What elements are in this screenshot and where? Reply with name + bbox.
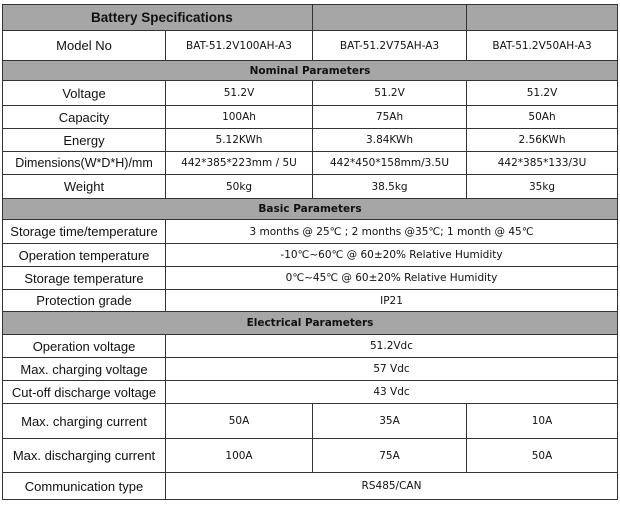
- table-row: Energy 5.12KWh 3.84KWh 2.56KWh: [2, 128, 619, 152]
- table-row: Operation voltage 51.2Vdc: [2, 334, 619, 358]
- cell: BAT-51.2V100AH-A3: [164, 30, 314, 61]
- row-label: Weight: [2, 174, 166, 199]
- table-row: Operation temperature -10℃~60℃ @ 60±20% …: [2, 243, 619, 267]
- cell: 50A: [466, 438, 619, 473]
- cell: 35A: [312, 403, 468, 439]
- table-row: Storage time/temperature 3 months @ 25℃ …: [2, 219, 619, 244]
- cell: IP21: [164, 289, 619, 312]
- table-row: Voltage 51.2V 51.2V 51.2V: [2, 80, 619, 106]
- cell: -10℃~60℃ @ 60±20% Relative Humidity: [164, 243, 619, 267]
- row-label: Operation voltage: [2, 334, 166, 358]
- table-row: Cut-off discharge voltage 43 Vdc: [2, 380, 619, 404]
- row-label: Max. discharging current: [2, 438, 166, 473]
- row-label: Cut-off discharge voltage: [2, 380, 166, 404]
- row-label: Voltage: [2, 80, 166, 106]
- cell: 50kg: [164, 174, 314, 199]
- table-row: Communication type RS485/CAN: [2, 472, 619, 500]
- cell: 5.12KWh: [164, 128, 314, 152]
- cell: 442*450*158mm/3.5U: [312, 151, 468, 175]
- cell: BAT-51.2V50AH-A3: [466, 30, 619, 61]
- cell: 50A: [164, 403, 314, 439]
- table-row: Storage temperature 0℃~45℃ @ 60±20% Rela…: [2, 266, 619, 290]
- cell: 51.2Vdc: [164, 334, 619, 358]
- row-label: Model No: [2, 30, 166, 61]
- row-label: Operation temperature: [2, 243, 166, 267]
- cell: BAT-51.2V75AH-A3: [312, 30, 468, 61]
- title-row: Battery Specifications: [1, 4, 619, 31]
- table-row: Max. charging voltage 57 Vdc: [2, 357, 619, 381]
- cell: 100A: [164, 438, 314, 473]
- section-heading-basic: Basic Parameters: [1, 198, 619, 220]
- row-label: Storage time/temperature: [2, 219, 166, 244]
- row-label: Protection grade: [2, 289, 166, 312]
- table-row: Max. charging current 50A 35A 10A: [2, 403, 619, 439]
- cell: 2.56KWh: [466, 128, 619, 152]
- cell: 0℃~45℃ @ 60±20% Relative Humidity: [164, 266, 619, 290]
- cell: 43 Vdc: [164, 380, 619, 404]
- table-row: Weight 50kg 38.5kg 35kg: [2, 174, 619, 199]
- table-title: Battery Specifications: [1, 4, 314, 31]
- section-heading-electrical: Electrical Parameters: [1, 311, 619, 335]
- cell: 100Ah: [164, 105, 314, 129]
- table-row: Capacity 100Ah 75Ah 50Ah: [2, 105, 619, 129]
- cell: 3.84KWh: [312, 128, 468, 152]
- row-label: Communication type: [2, 472, 166, 500]
- table-row: Max. discharging current 100A 75A 50A: [2, 438, 619, 473]
- row-label: Energy: [2, 128, 166, 152]
- cell: 38.5kg: [312, 174, 468, 199]
- cell: 51.2V: [164, 80, 314, 106]
- table-row: Protection grade IP21: [2, 289, 619, 312]
- cell: 75A: [312, 438, 468, 473]
- cell: 10A: [466, 403, 619, 439]
- cell: 50Ah: [466, 105, 619, 129]
- empty-header-cell: [312, 4, 468, 31]
- row-label: Storage temperature: [2, 266, 166, 290]
- battery-spec-table: Battery Specifications Model No BAT-51.2…: [1, 4, 619, 500]
- empty-header-cell: [466, 4, 619, 31]
- cell: 442*385*133/3U: [466, 151, 619, 175]
- cell: 75Ah: [312, 105, 468, 129]
- section-heading-nominal: Nominal Parameters: [1, 60, 619, 81]
- cell: 3 months @ 25℃ ; 2 months @35℃; 1 month …: [164, 219, 619, 244]
- row-label: Dimensions(W*D*H)/mm: [2, 151, 166, 175]
- cell: 442*385*223mm / 5U: [164, 151, 314, 175]
- row-label: Max. charging current: [2, 403, 166, 439]
- cell: 35kg: [466, 174, 619, 199]
- cell: 51.2V: [312, 80, 468, 106]
- cell: 57 Vdc: [164, 357, 619, 381]
- cell: 51.2V: [466, 80, 619, 106]
- row-label: Max. charging voltage: [2, 357, 166, 381]
- table-row: Dimensions(W*D*H)/mm 442*385*223mm / 5U …: [2, 151, 619, 175]
- cell: RS485/CAN: [164, 472, 619, 500]
- model-row: Model No BAT-51.2V100AH-A3 BAT-51.2V75AH…: [2, 30, 619, 61]
- row-label: Capacity: [2, 105, 166, 129]
